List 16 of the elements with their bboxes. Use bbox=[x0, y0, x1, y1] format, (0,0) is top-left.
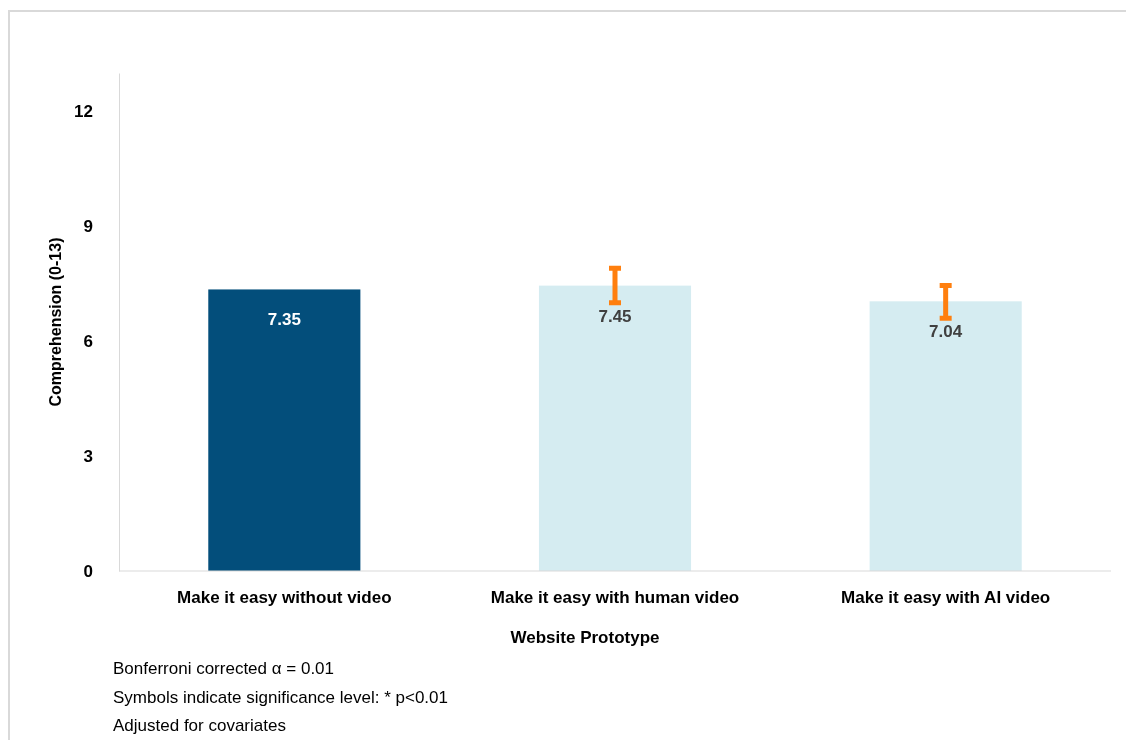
y-tick-label: 9 bbox=[83, 217, 93, 237]
data-label: 7.35 bbox=[267, 310, 301, 330]
x-tick-label: Make it easy without video bbox=[177, 588, 392, 608]
data-label: 7.45 bbox=[598, 306, 632, 326]
y-tick-label: 0 bbox=[83, 561, 93, 581]
y-tick-label: 12 bbox=[74, 102, 93, 122]
y-axis-title: Comprehension (0-13) bbox=[47, 237, 64, 407]
y-tick-label: 3 bbox=[83, 447, 93, 467]
y-tick-label: 6 bbox=[83, 332, 93, 352]
text: Bonferroni corrected α = 0.01 bbox=[113, 659, 335, 678]
x-tick-label: Make it easy with human video bbox=[490, 588, 740, 608]
text: Adjusted for covariates bbox=[113, 716, 286, 735]
x-tick-label: Make it easy with AI video bbox=[841, 588, 1051, 608]
x-axis-title: Website Prototype bbox=[510, 628, 660, 647]
data-label: 7.04 bbox=[929, 322, 963, 342]
text: Symbols indicate significance level: * p<0.01 bbox=[113, 687, 448, 707]
